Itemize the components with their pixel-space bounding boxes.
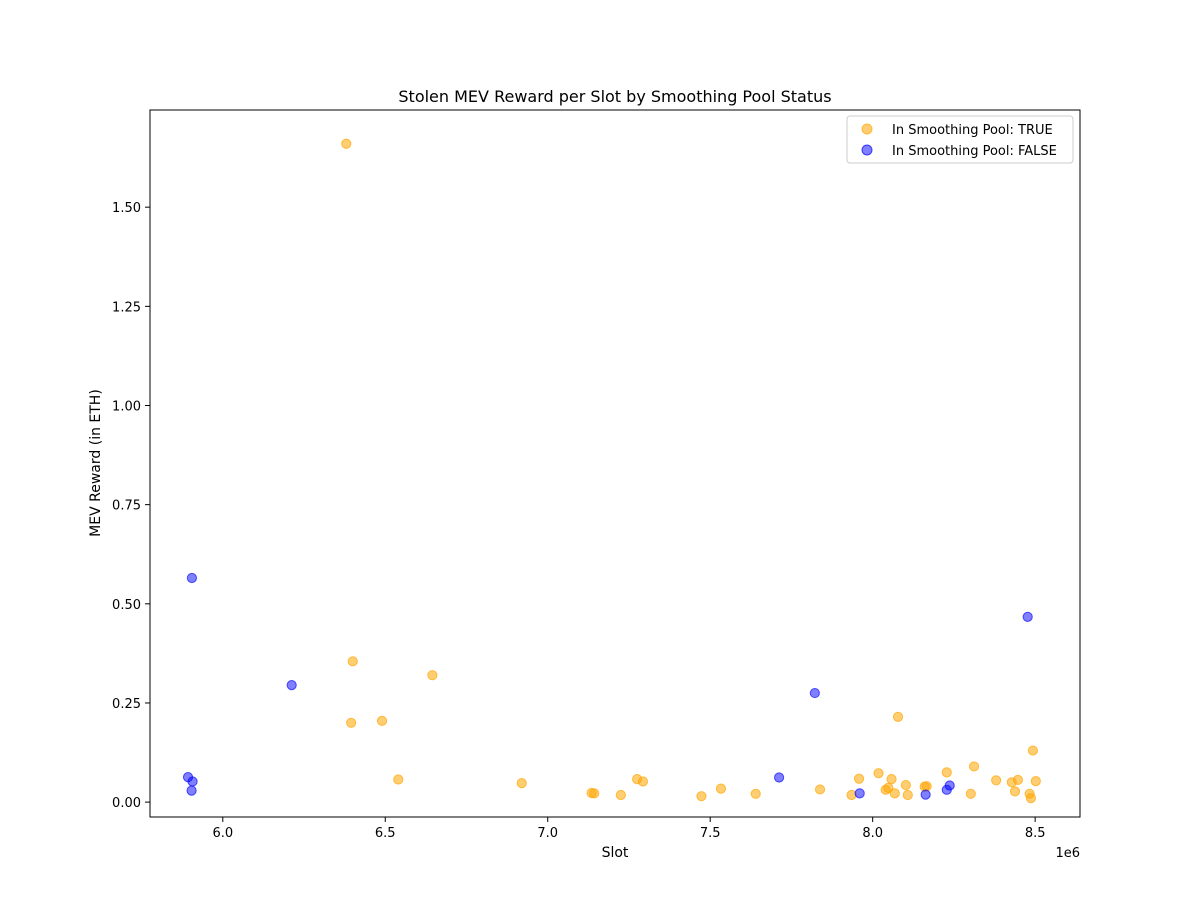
chart-title: Stolen MEV Reward per Slot by Smoothing …: [398, 87, 831, 106]
x-axis-ticks: 6.0 6.5 7.0 7.5 8.0 8.5: [212, 817, 1046, 841]
legend-marker-true: [861, 123, 873, 135]
y-tick-label: 1.50: [112, 201, 141, 216]
plot-frame: [149, 109, 1081, 818]
data-point-true: [902, 789, 913, 801]
data-point-true: [1025, 793, 1037, 804]
data-point-false: [854, 788, 865, 799]
x-axis-offset-label: 1e6: [1055, 846, 1080, 861]
y-tick-label: 1.00: [112, 399, 141, 414]
data-point-false: [773, 772, 785, 783]
data-point-false: [944, 780, 955, 791]
y-tick-label: 0.00: [112, 796, 141, 811]
data-point-true: [883, 782, 894, 793]
data-point-true: [892, 711, 904, 722]
x-tick-label: 7.0: [537, 826, 558, 841]
y-tick-label: 0.75: [112, 499, 141, 514]
data-point-true: [1030, 776, 1041, 787]
data-points: [182, 138, 1041, 804]
x-tick-label: 7.5: [700, 826, 721, 841]
data-point-false: [286, 680, 297, 691]
y-axis-label: MEV Reward (in ETH): [88, 389, 104, 537]
x-axis-label: Slot: [602, 845, 629, 861]
data-point-true: [900, 779, 911, 791]
y-tick-label: 0.50: [112, 598, 141, 613]
x-tick-label: 8.0: [862, 826, 883, 841]
data-point-true: [968, 761, 980, 772]
data-point-true: [615, 789, 626, 801]
data-point-true: [427, 670, 438, 681]
data-point-true: [921, 781, 932, 792]
legend: In Smoothing Pool: TRUE In Smoothing Poo…: [846, 115, 1074, 164]
data-point-true: [1012, 774, 1024, 786]
data-point-true: [589, 788, 600, 799]
data-point-true: [637, 776, 649, 787]
data-point-false: [187, 776, 198, 787]
x-tick-label: 8.5: [1025, 826, 1046, 841]
data-point-true: [376, 715, 388, 726]
data-point-false: [809, 687, 820, 699]
data-point-true: [873, 768, 884, 779]
x-tick-label: 6.5: [375, 826, 396, 841]
data-point-true: [516, 777, 527, 789]
data-point-false: [920, 789, 931, 800]
data-point-true: [1027, 745, 1038, 756]
data-point-true: [1009, 786, 1021, 797]
data-point-true: [941, 767, 952, 778]
data-point-true: [991, 775, 1002, 786]
legend-marker-false: [861, 144, 873, 156]
data-point-true: [965, 788, 976, 799]
x-tick-label: 6.0: [212, 826, 233, 841]
data-point-false: [186, 572, 198, 584]
data-point-true: [347, 656, 358, 667]
data-point-true: [341, 138, 352, 149]
legend-box: [846, 115, 1074, 164]
data-point-true: [715, 783, 727, 794]
data-point-true: [846, 789, 857, 801]
data-point-true: [750, 788, 761, 799]
y-tick-label: 1.25: [112, 300, 141, 315]
data-point-true: [696, 791, 707, 802]
y-axis-ticks: 0.00 0.25 0.50 0.75 1.00 1.25 1.50: [112, 201, 150, 811]
data-point-true: [346, 717, 357, 728]
data-point-false: [186, 785, 197, 796]
y-tick-label: 0.25: [112, 697, 141, 712]
data-point-true: [886, 774, 897, 785]
data-point-true: [814, 784, 826, 795]
legend-label-false: In Smoothing Pool: FALSE: [892, 144, 1057, 159]
plot-area: [150, 110, 1080, 817]
data-point-false: [1022, 611, 1033, 622]
legend-label-true: In Smoothing Pool: TRUE: [892, 123, 1053, 138]
data-point-true: [853, 773, 865, 784]
data-point-true: [393, 774, 404, 785]
data-point-true: [889, 788, 900, 799]
